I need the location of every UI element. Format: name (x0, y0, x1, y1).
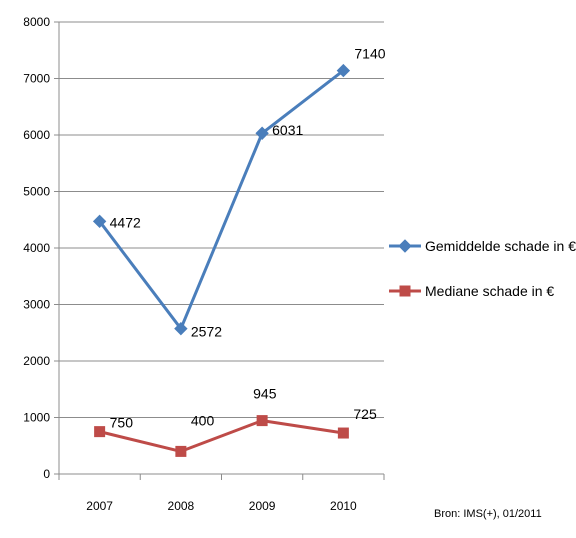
y-tick-label-0: 0 (43, 467, 50, 481)
series-0-label-2009: 6031 (272, 122, 303, 138)
series-1-point-2007 (94, 426, 106, 438)
series-line-1 (99, 419, 344, 453)
series-1-point-2008 (175, 445, 187, 457)
series-1-label-2009: 945 (253, 386, 277, 402)
series-1-label-2007: 750 (110, 415, 134, 431)
legend: Gemiddelde schade in € Mediane schade in … (389, 238, 576, 299)
y-tick-label-4000: 4000 (23, 241, 50, 255)
y-tick-label-8000: 8000 (23, 15, 50, 29)
x-tick-label-2010: 2010 (330, 499, 357, 513)
gridlines (59, 21, 384, 418)
x-tick-label-2007: 2007 (86, 499, 113, 513)
series-1-point-2009 (256, 415, 268, 427)
legend-marker-0 (398, 239, 412, 253)
source-note: Bron: IMS(+), 01/2011 (434, 508, 542, 520)
series-0-point-2007 (92, 214, 107, 229)
series-1-label-2010: 725 (353, 406, 377, 422)
series-0-point-2009 (255, 126, 269, 140)
series-0-label-2008: 2572 (191, 324, 222, 340)
tick-labels: 0 1000 2000 3000 4000 5000 6000 7000 8000 2007 200… (23, 15, 357, 513)
series-group (92, 63, 351, 457)
series-line-0 (98, 69, 345, 331)
series-1-point-2010 (337, 427, 349, 439)
y-tick-label-3000: 3000 (23, 298, 50, 312)
legend-label-1: Mediane schade in € (425, 283, 554, 299)
series-0-label-2007: 4472 (110, 214, 141, 230)
series-0-label-2010: 7140 (354, 46, 385, 62)
y-tick-label-2000: 2000 (23, 354, 50, 368)
axes (54, 21, 385, 480)
y-tick-label-6000: 6000 (23, 128, 50, 142)
y-tick-label-7000: 7000 (23, 72, 50, 86)
x-tick-label-2008: 2008 (168, 499, 195, 513)
x-tick-label-2009: 2009 (249, 499, 276, 513)
legend-label-0: Gemiddelde schade in € (425, 238, 576, 254)
series-1-label-2008: 400 (191, 412, 215, 428)
series-0-point-2008 (174, 321, 188, 336)
y-tick-label-1000: 1000 (23, 411, 50, 425)
data-labels: 4472 2572 6031 7140 750 400 945 725 (110, 46, 386, 431)
y-tick-label-5000: 5000 (23, 185, 50, 199)
legend-marker-1 (399, 285, 411, 297)
series-0-point-2010 (336, 63, 351, 78)
